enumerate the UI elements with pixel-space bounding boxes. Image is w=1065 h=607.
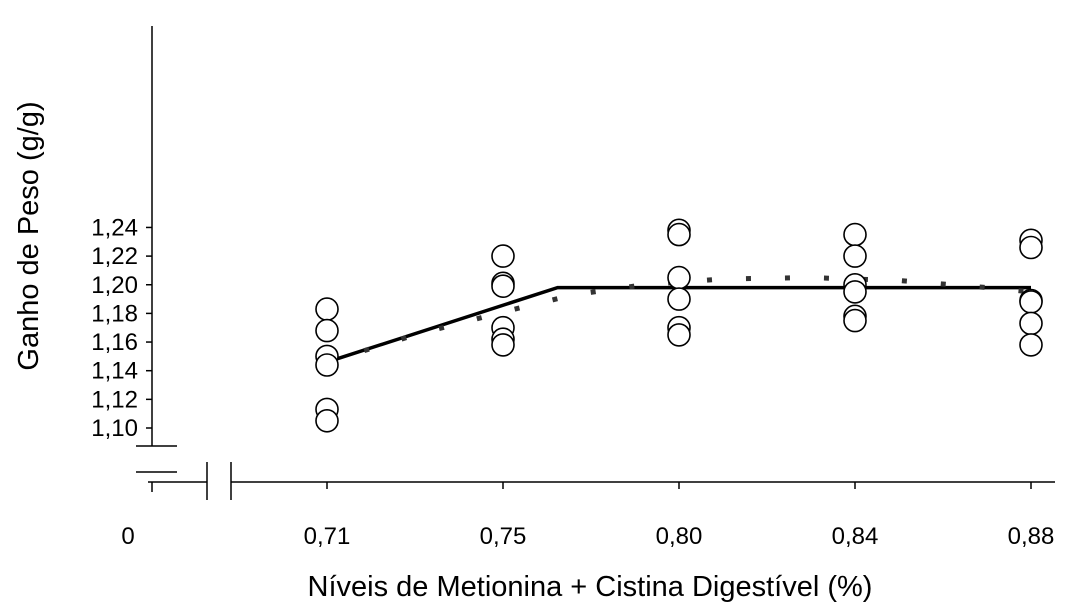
quadratic-regression-line — [326, 275, 1032, 365]
data-point — [491, 333, 515, 357]
x-tick-label: 0 — [121, 523, 134, 550]
data-point — [667, 222, 691, 247]
y-tick-label: 1,24 — [91, 214, 138, 241]
data-point — [315, 297, 339, 321]
data-point — [843, 280, 867, 304]
axes — [136, 26, 1055, 500]
data-point — [843, 308, 867, 333]
x-tick-label: 0,71 — [304, 523, 351, 550]
y-tick-label: 1,16 — [91, 329, 138, 356]
data-point — [667, 287, 691, 311]
x-axis-title: Níveis de Metionina + Cistina Digestível… — [308, 571, 873, 603]
data-point — [1019, 333, 1043, 357]
data-point — [1019, 290, 1043, 314]
y-axis-ticks: 1,101,121,141,161,181,201,221,24 — [91, 214, 152, 442]
x-tick-label: 0,84 — [832, 523, 879, 550]
data-point — [315, 408, 339, 433]
data-point — [315, 318, 339, 343]
x-axis-ticks: 0 0,71 0,75 0,80 0,84 0,88 — [121, 482, 1054, 550]
data-point — [667, 265, 691, 290]
data-point — [1019, 235, 1043, 260]
y-tick-label: 1,22 — [91, 243, 138, 270]
data-point — [315, 353, 339, 377]
data-point — [491, 274, 515, 299]
y-tick-label: 1,12 — [91, 386, 138, 413]
x-tick-label: 0,80 — [656, 523, 703, 550]
regression-lines — [326, 275, 1032, 365]
x-tick-label: 0,88 — [1008, 523, 1055, 550]
data-point — [491, 244, 515, 268]
data-point — [667, 323, 691, 347]
x-tick-label: 0,75 — [480, 523, 527, 550]
data-points — [315, 218, 1043, 433]
data-point — [843, 244, 867, 268]
data-point — [843, 222, 867, 247]
y-tick-label: 1,14 — [91, 358, 138, 385]
y-axis-title: Ganho de Peso (g/g) — [13, 101, 45, 370]
data-point — [1019, 311, 1043, 336]
y-tick-label: 1,10 — [91, 415, 138, 442]
y-tick-label: 1,18 — [91, 300, 138, 327]
y-tick-label: 1,20 — [91, 272, 138, 299]
